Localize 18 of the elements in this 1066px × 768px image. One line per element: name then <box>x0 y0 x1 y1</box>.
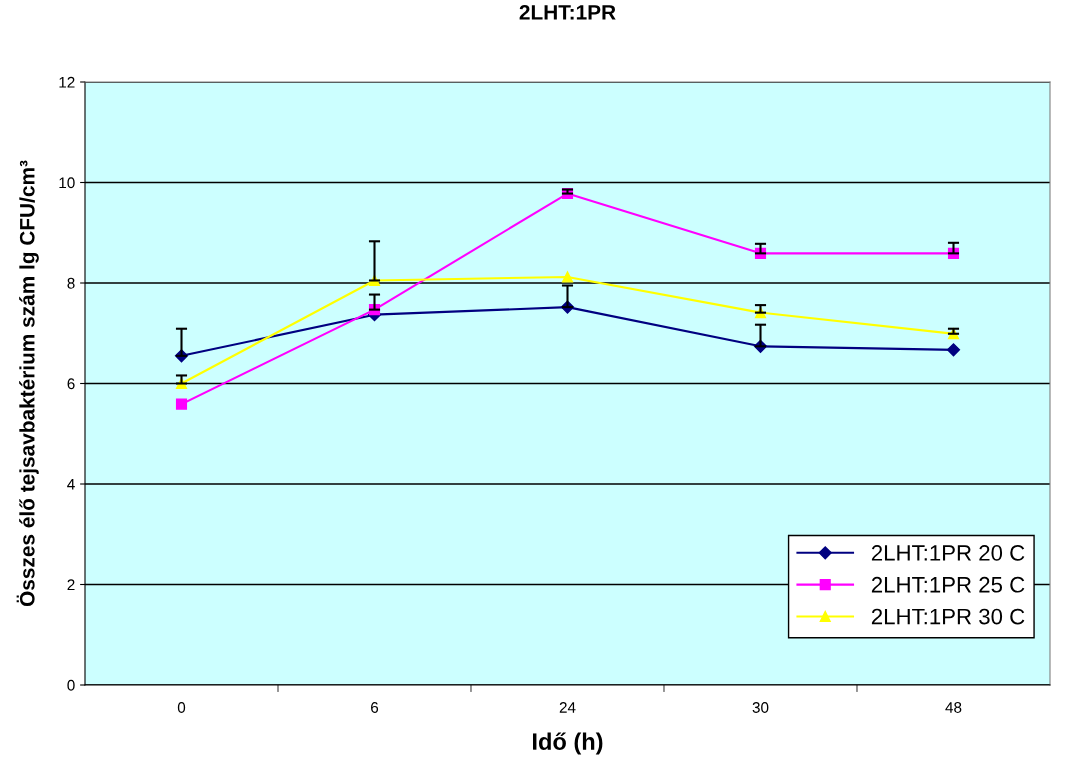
x-tick-label: 48 <box>945 702 962 713</box>
y-tick-label: 8 <box>67 277 75 289</box>
y-tick-label: 12 <box>59 76 75 88</box>
y-tick-label: 4 <box>67 479 75 490</box>
y-tick-label: 6 <box>67 378 75 390</box>
x-axis-title: Idő (h) <box>533 732 603 755</box>
legend-label: 2LHT:1PR 20 C <box>871 545 1025 561</box>
x-tick-label: 0 <box>177 702 186 713</box>
y-axis-title: Összes élő tejsavbaktérium szám lg CFU/cm³ <box>16 160 39 607</box>
y-tick-label: 2 <box>67 579 75 591</box>
legend-label: 2LHT:1PR 25 C <box>871 576 1025 593</box>
x-tick-label: 24 <box>559 702 576 713</box>
legend-label: 2LHT:1PR 30 C <box>871 608 1025 625</box>
chart-title: 2LHT:1PR <box>519 4 616 20</box>
y-tick-label: 10 <box>59 177 75 189</box>
x-tick-label: 30 <box>752 702 769 713</box>
y-tick-label: 0 <box>67 679 75 691</box>
x-tick-label: 6 <box>371 702 379 713</box>
